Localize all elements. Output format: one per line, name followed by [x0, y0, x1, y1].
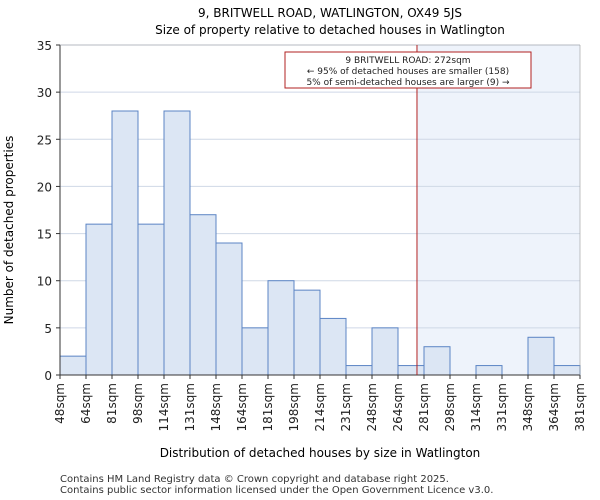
x-axis-label: Distribution of detached houses by size …: [160, 446, 481, 460]
x-tick-label-48sqm: 48sqm: [53, 383, 67, 424]
footer-line2: Contains public sector information licen…: [60, 485, 494, 496]
y-tick-label-20: 20: [37, 180, 52, 194]
chart-title-line1: 9, BRITWELL ROAD, WATLINGTON, OX49 5JS: [198, 6, 462, 20]
annotation-line-1: 9 BRITWELL ROAD: 272sqm: [345, 56, 470, 66]
bar-214sqm: [319, 317, 347, 376]
bar-181sqm: [267, 280, 295, 376]
x-tick-label-381sqm: 381sqm: [573, 383, 587, 431]
bar-131sqm: [189, 214, 217, 376]
bar-98sqm: [137, 223, 165, 376]
bar-114sqm: [163, 110, 191, 376]
highlight-region: [416, 45, 580, 375]
bar-348sqm: [527, 336, 555, 376]
x-tick-label-248sqm: 248sqm: [365, 383, 379, 431]
annotation-line-2: ← 95% of detached houses are smaller (15…: [307, 67, 509, 77]
x-tick-label-198sqm: 198sqm: [287, 383, 301, 431]
x-tick-label-64sqm: 64sqm: [79, 383, 93, 424]
y-axis-label: Number of detached properties: [2, 136, 16, 325]
x-tick-label-281sqm: 281sqm: [417, 383, 431, 431]
bar-164sqm: [241, 327, 269, 376]
y-tick-label-30: 30: [37, 86, 52, 100]
bar-81sqm: [111, 110, 139, 376]
y-tick-label-10: 10: [37, 275, 52, 289]
annotation-box: [284, 51, 532, 89]
x-tick-label-181sqm: 181sqm: [261, 383, 275, 431]
x-tick-label-298sqm: 298sqm: [443, 383, 457, 431]
footer-line1: Contains HM Land Registry data © Crown c…: [60, 474, 449, 485]
x-tick-label-214sqm: 214sqm: [313, 383, 327, 431]
y-tick-label-35: 35: [37, 39, 52, 53]
bar-364sqm: [553, 365, 581, 376]
plot-area: 0 5 10 15 20 25 30 35 48sqm 64sqm 81sqm 98sqm 114sqm…: [37, 39, 587, 431]
annotation-line-3: 5% of semi-detached houses are larger (9…: [306, 78, 510, 88]
bar-148sqm: [215, 242, 243, 376]
x-tick-label-114sqm: 114sqm: [157, 383, 171, 431]
y-tick-label-5: 5: [44, 322, 52, 336]
y-tick-label-15: 15: [37, 228, 52, 242]
bar-48sqm: [59, 355, 87, 376]
x-tick-label-148sqm: 148sqm: [209, 383, 223, 431]
x-tick-label-264sqm: 264sqm: [391, 383, 405, 431]
bar-64sqm: [85, 223, 113, 376]
y-tick-label-25: 25: [37, 133, 52, 147]
chart-title-line2: Size of property relative to detached ho…: [155, 23, 505, 37]
x-tick-label-331sqm: 331sqm: [495, 383, 509, 431]
x-tick-label-314sqm: 314sqm: [469, 383, 483, 431]
x-tick-label-231sqm: 231sqm: [339, 383, 353, 431]
x-tick-label-348sqm: 348sqm: [521, 383, 535, 431]
y-tick-label-0: 0: [44, 369, 52, 383]
bar-248sqm: [371, 327, 399, 376]
x-tick-label-98sqm: 98sqm: [131, 383, 145, 424]
x-tick-label-364sqm: 364sqm: [547, 383, 561, 431]
x-tick-label-131sqm: 131sqm: [183, 383, 197, 431]
bar-281sqm: [423, 346, 451, 376]
x-tick-label-164sqm: 164sqm: [235, 383, 249, 431]
bar-314sqm: [475, 365, 503, 376]
x-tick-label-81sqm: 81sqm: [105, 383, 119, 424]
bar-231sqm: [345, 365, 373, 376]
bar-198sqm: [293, 289, 321, 376]
bar-264sqm: [397, 365, 425, 376]
